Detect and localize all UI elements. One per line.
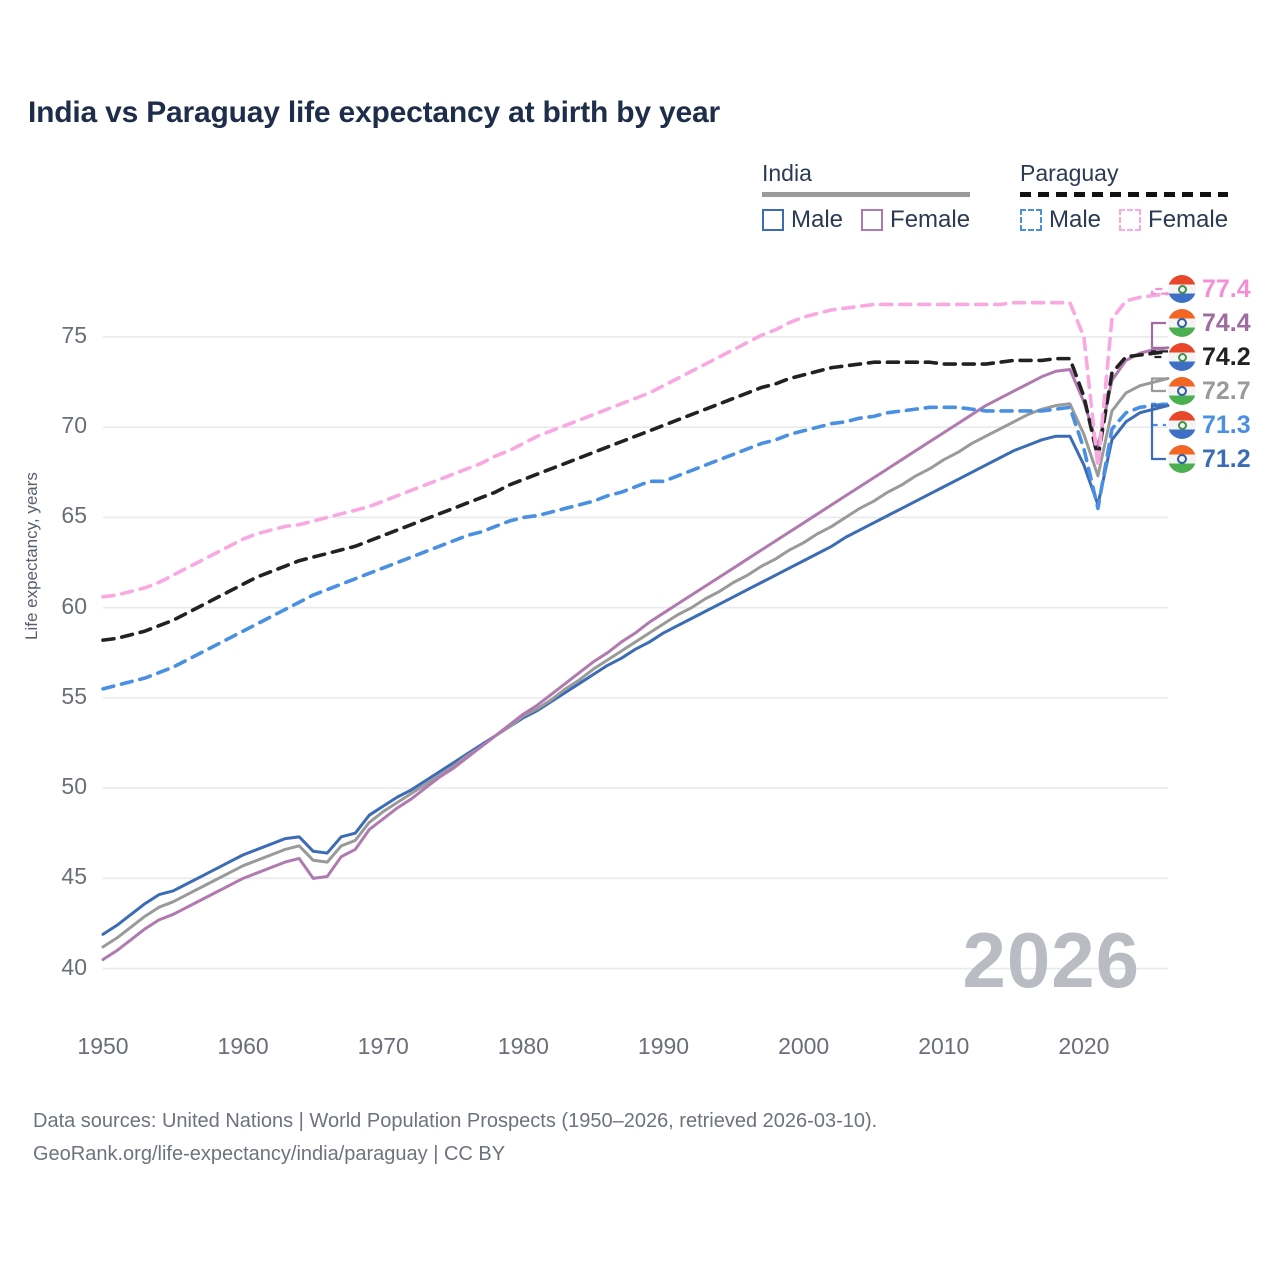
end-label-value: 72.7 xyxy=(1202,376,1251,405)
legend-group-india: India Male Female xyxy=(762,160,971,234)
legend-swatch-paraguay-female xyxy=(1119,209,1142,231)
footer-line-1: Data sources: United Nations | World Pop… xyxy=(33,1110,878,1132)
paraguay-emblem-icon xyxy=(1177,352,1187,362)
x-tick-label: 1960 xyxy=(217,1033,269,1059)
end-label-row: 77.4 xyxy=(1168,272,1280,306)
end-label-connector xyxy=(1150,350,1168,359)
x-tick-label: 2020 xyxy=(1058,1033,1110,1059)
legend-country-paraguay: Paraguay xyxy=(1020,160,1119,186)
end-label-row: 72.7 xyxy=(1168,374,1280,408)
ashoka-chakra-icon xyxy=(1177,318,1187,328)
end-label-value: 74.2 xyxy=(1202,342,1251,371)
y-tick-label: 55 xyxy=(61,682,87,709)
legend-item-paraguay-female[interactable]: Female xyxy=(1119,206,1228,234)
x-tick-label: 2000 xyxy=(778,1033,830,1059)
end-label-row: 74.4 xyxy=(1168,306,1280,340)
series-line-india-male xyxy=(101,404,1170,936)
legend-rule-india xyxy=(762,192,971,197)
paraguay-emblem-icon xyxy=(1177,420,1187,430)
x-tick-label: 2010 xyxy=(918,1033,970,1059)
x-tick-label: 1970 xyxy=(357,1033,409,1059)
end-label-connector xyxy=(1150,377,1168,393)
legend-swatch-india-male xyxy=(762,209,784,231)
footer: Data sources: United Nations | World Pop… xyxy=(33,1105,1233,1171)
legend-swatch-paraguay-male xyxy=(1020,209,1042,231)
y-tick-label: 65 xyxy=(61,502,87,529)
flag-icon-paraguay xyxy=(1168,275,1196,303)
end-label-value: 71.2 xyxy=(1202,444,1251,473)
legend-country-india: India xyxy=(762,160,812,186)
legend-item-india-female[interactable]: Female xyxy=(861,206,970,234)
x-tick-label: 1950 xyxy=(77,1033,129,1059)
year-watermark: 2026 xyxy=(962,916,1140,1004)
end-label-value: 77.4 xyxy=(1202,274,1251,303)
series-line-india-female xyxy=(101,346,1170,962)
y-tick-label: 40 xyxy=(61,953,87,980)
end-label-value: 74.4 xyxy=(1202,308,1251,337)
legend-item-india-male[interactable]: Male xyxy=(762,206,843,234)
page-title: India vs Paraguay life expectancy at bir… xyxy=(28,96,720,129)
legend-label-india-male: Male xyxy=(791,206,844,233)
end-label-connector xyxy=(1150,287,1168,295)
y-tick-label: 70 xyxy=(61,412,87,439)
series-line-paraguay-male xyxy=(101,401,1170,691)
legend-label-india-female: Female xyxy=(890,206,971,233)
y-tick-label: 60 xyxy=(61,592,87,619)
paraguay-emblem-icon xyxy=(1177,284,1187,294)
legend-rule-paraguay xyxy=(1020,192,1229,197)
flag-icon-paraguay xyxy=(1168,411,1196,439)
legend-label-paraguay-male: Male xyxy=(1049,206,1102,233)
y-tick-label: 45 xyxy=(61,863,87,890)
x-tick-label: 1990 xyxy=(637,1033,690,1059)
chart-legend: India Male Female Paraguay Male xyxy=(762,160,1262,240)
legend-swatch-india-female xyxy=(861,209,884,231)
end-label-connector xyxy=(1150,321,1168,349)
footer-line-2: GeoRank.org/life-expectancy/india/paragu… xyxy=(33,1143,506,1165)
series-end-labels: 77.4 74.4 74.2 72.7 71.3 71.2 xyxy=(1168,272,1280,476)
ashoka-chakra-icon xyxy=(1177,454,1187,464)
flag-icon-india xyxy=(1168,309,1196,337)
legend-group-paraguay: Paraguay Male Female xyxy=(1020,160,1229,234)
ashoka-chakra-icon xyxy=(1177,386,1187,396)
legend-label-paraguay-female: Female xyxy=(1148,206,1229,233)
flag-icon-paraguay xyxy=(1168,343,1196,371)
end-label-value: 71.3 xyxy=(1202,410,1251,439)
y-tick-label: 75 xyxy=(61,321,87,348)
series-line-india-total xyxy=(101,376,1170,949)
end-label-row: 71.2 xyxy=(1168,442,1280,476)
x-tick-label: 1980 xyxy=(497,1033,549,1059)
end-label-row: 74.2 xyxy=(1168,340,1280,374)
end-label-row: 71.3 xyxy=(1168,408,1280,442)
end-label-connector xyxy=(1150,404,1168,461)
legend-item-paraguay-male[interactable]: Male xyxy=(1020,206,1101,234)
flag-icon-india xyxy=(1168,445,1196,473)
series-line-paraguay-female xyxy=(101,291,1170,599)
flag-icon-india xyxy=(1168,377,1196,405)
series-line-paraguay-total xyxy=(101,349,1170,642)
y-tick-label: 50 xyxy=(61,773,87,800)
